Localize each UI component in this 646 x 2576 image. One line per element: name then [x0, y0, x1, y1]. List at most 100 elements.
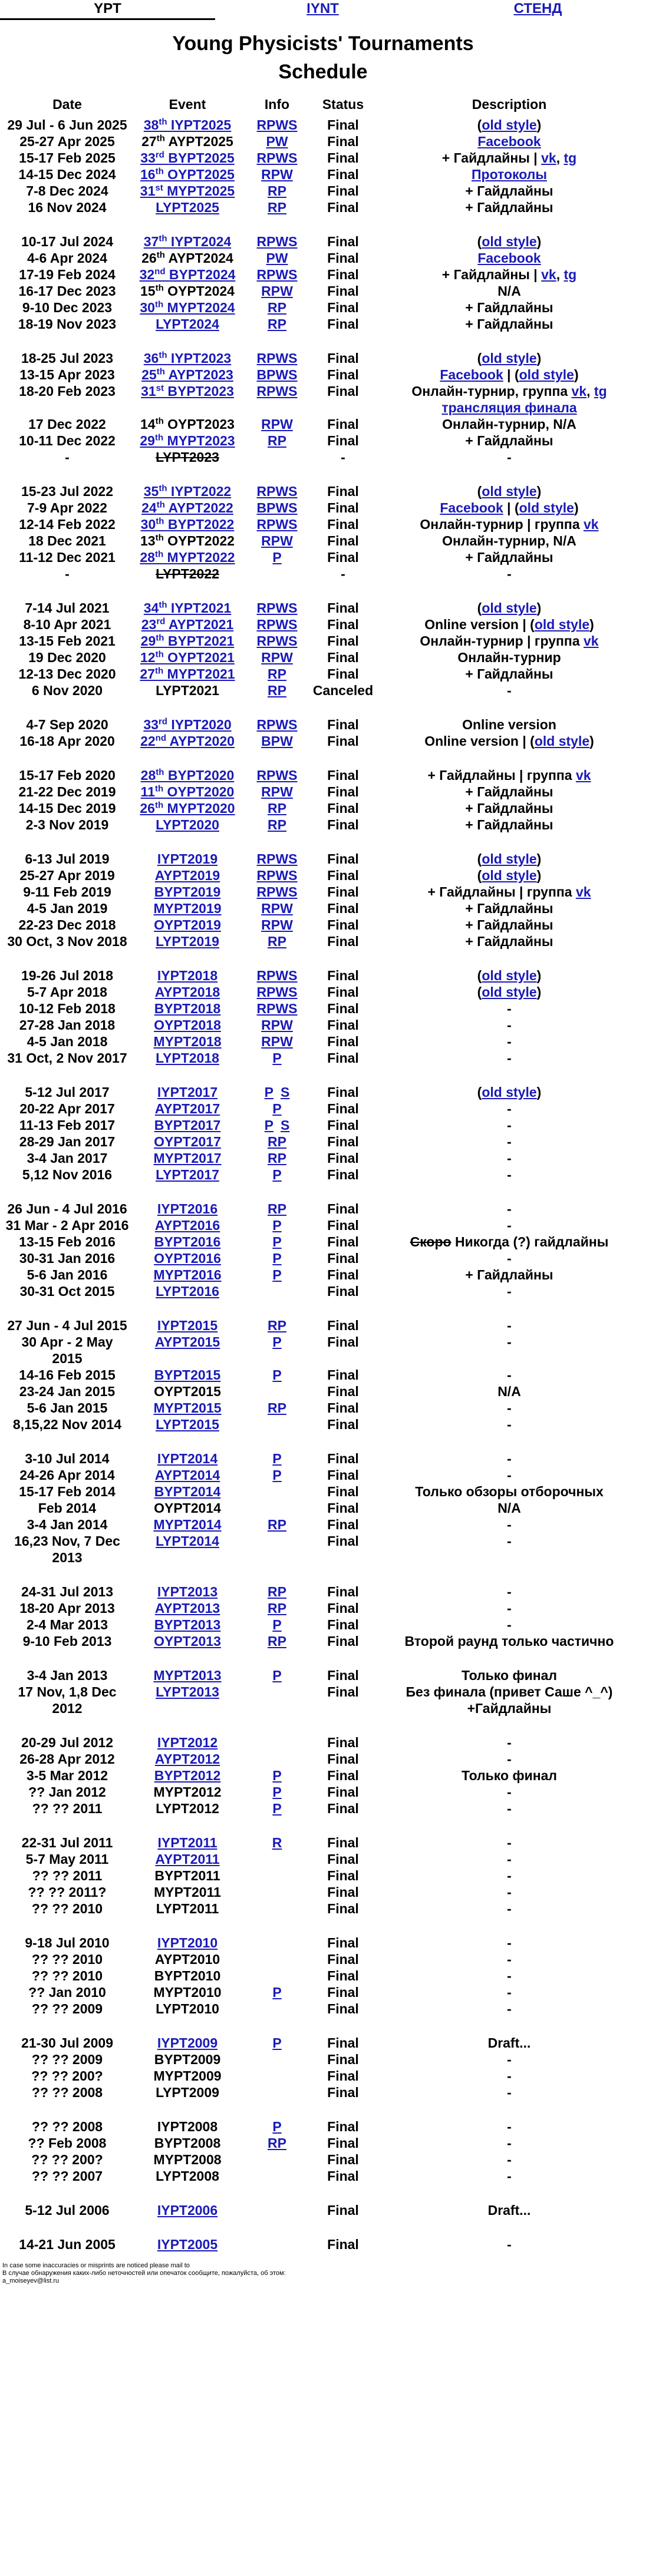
info-link[interactable]: P: [272, 1768, 282, 1783]
event-link[interactable]: MYPT2014: [153, 1517, 221, 1532]
event-link[interactable]: 26th MYPT2020: [140, 801, 235, 816]
event-link[interactable]: LYPT2020: [156, 817, 219, 832]
event-link[interactable]: IYPT2011: [157, 1835, 217, 1850]
info-link[interactable]: P: [272, 1985, 282, 2000]
info-link[interactable]: RP: [268, 1400, 286, 1416]
info-link[interactable]: BPW: [261, 733, 293, 749]
info-link[interactable]: RPWS: [256, 717, 298, 732]
description-link[interactable]: old style: [482, 600, 537, 616]
info-link[interactable]: RPW: [261, 1017, 293, 1033]
event-link[interactable]: 37th IYPT2024: [144, 234, 231, 249]
info-link[interactable]: BPWS: [256, 500, 298, 515]
description-link[interactable]: tg: [563, 267, 577, 282]
tab-stend-link[interactable]: СТЕНД: [513, 1, 562, 16]
event-link[interactable]: AYPT2011: [155, 1851, 219, 1867]
info-link[interactable]: RP: [268, 817, 286, 832]
event-link[interactable]: AYPT2017: [155, 1101, 220, 1116]
event-link[interactable]: 35th IYPT2022: [144, 484, 231, 499]
description-link[interactable]: vk: [575, 768, 591, 783]
footer-email[interactable]: a_moiseyev@list.ru: [2, 2277, 60, 2284]
info-link[interactable]: RP: [268, 200, 286, 215]
event-link[interactable]: LYPT2024: [156, 316, 219, 332]
event-link[interactable]: 24th AYPT2022: [141, 500, 233, 515]
event-link[interactable]: IYPT2019: [157, 851, 217, 867]
info-link[interactable]: RPWS: [256, 884, 298, 900]
info-link[interactable]: RPW: [261, 917, 293, 932]
info-link[interactable]: P: [272, 1218, 282, 1233]
event-link[interactable]: BYPT2017: [154, 1117, 221, 1133]
event-link[interactable]: AYPT2019: [155, 868, 220, 883]
description-link[interactable]: Facebook: [440, 500, 503, 515]
info-link[interactable]: RP: [268, 1584, 286, 1599]
description-link[interactable]: old style: [519, 500, 574, 515]
description-link[interactable]: vk: [584, 517, 599, 532]
description-link[interactable]: old style: [482, 117, 537, 133]
event-link[interactable]: 36th IYPT2023: [144, 350, 231, 366]
info-link[interactable]: P: [272, 1668, 282, 1683]
event-link[interactable]: LYPT2019: [156, 934, 219, 949]
event-link[interactable]: IYPT2014: [157, 1451, 217, 1466]
event-link[interactable]: 34th IYPT2021: [144, 600, 231, 616]
event-link[interactable]: 31st MYPT2025: [140, 183, 235, 199]
event-link[interactable]: LYPT2018: [156, 1050, 219, 1066]
info-link[interactable]: RPW: [261, 650, 293, 665]
description-link[interactable]: Протоколы: [471, 167, 547, 182]
description-link[interactable]: old style: [534, 617, 590, 632]
info-link[interactable]: P: [272, 1267, 282, 1282]
info-link[interactable]: RP: [268, 183, 286, 199]
info-link[interactable]: RPW: [261, 283, 293, 299]
event-link[interactable]: IYPT2005: [157, 2237, 217, 2252]
event-link[interactable]: 23rd AYPT2021: [141, 617, 234, 632]
info-link[interactable]: RPWS: [256, 868, 298, 883]
info-link[interactable]: RPWS: [256, 383, 298, 399]
info-link[interactable]: P: [272, 1234, 282, 1249]
info-link[interactable]: PW: [266, 250, 288, 266]
description-link[interactable]: vk: [541, 150, 556, 166]
info-link[interactable]: RPWS: [256, 968, 298, 983]
event-link[interactable]: BYPT2019: [154, 884, 221, 900]
info-link[interactable]: P: [272, 1101, 282, 1116]
info-link[interactable]: RP: [268, 1633, 286, 1649]
event-link[interactable]: LYPT2025: [156, 200, 219, 215]
info-link[interactable]: RPWS: [256, 617, 298, 632]
description-link[interactable]: old style: [482, 851, 537, 867]
info-link[interactable]: RPW: [261, 167, 293, 182]
tab-ypt[interactable]: YPT: [0, 0, 215, 20]
info-link[interactable]: RPW: [261, 416, 293, 432]
info-link[interactable]: RP: [268, 316, 286, 332]
event-link[interactable]: IYPT2017: [157, 1084, 217, 1100]
event-link[interactable]: AYPT2012: [155, 1751, 220, 1767]
info-link[interactable]: RP: [268, 1201, 286, 1216]
info-link[interactable]: P: [272, 1367, 282, 1383]
description-link[interactable]: old style: [482, 484, 537, 499]
tab-iynt-link[interactable]: IYNT: [306, 1, 339, 16]
info-link[interactable]: RP: [268, 1601, 286, 1616]
info-link[interactable]: P: [272, 1451, 282, 1466]
info-link[interactable]: P: [264, 1084, 273, 1100]
info-link[interactable]: RP: [268, 1134, 286, 1149]
event-link[interactable]: 29th BYPT2021: [141, 633, 235, 649]
description-link[interactable]: old style: [519, 367, 574, 382]
info-link[interactable]: P: [272, 2035, 282, 2051]
event-link[interactable]: BYPT2014: [154, 1484, 221, 1499]
info-link[interactable]: S: [281, 1084, 290, 1100]
info-link[interactable]: BPWS: [256, 367, 298, 382]
info-link[interactable]: RP: [268, 934, 286, 949]
info-link[interactable]: RPW: [261, 533, 293, 548]
info-link[interactable]: RP: [268, 1318, 286, 1333]
event-link[interactable]: 30th BYPT2022: [141, 517, 235, 532]
event-link[interactable]: OYPT2013: [154, 1633, 221, 1649]
info-link[interactable]: P: [272, 1617, 282, 1632]
event-link[interactable]: AYPT2018: [155, 984, 220, 1000]
event-link[interactable]: IYPT2006: [157, 2203, 217, 2218]
info-link[interactable]: P: [272, 2119, 282, 2134]
description-link[interactable]: vk: [584, 633, 599, 649]
description-link[interactable]: Facebook: [440, 367, 503, 382]
event-link[interactable]: IYPT2015: [157, 1318, 217, 1333]
info-link[interactable]: RPWS: [256, 150, 298, 166]
description-link[interactable]: old style: [534, 733, 590, 749]
info-link[interactable]: RPWS: [256, 267, 298, 282]
info-link[interactable]: P: [272, 1784, 282, 1800]
event-link[interactable]: 28th MYPT2022: [140, 550, 235, 565]
info-link[interactable]: RP: [268, 801, 286, 816]
